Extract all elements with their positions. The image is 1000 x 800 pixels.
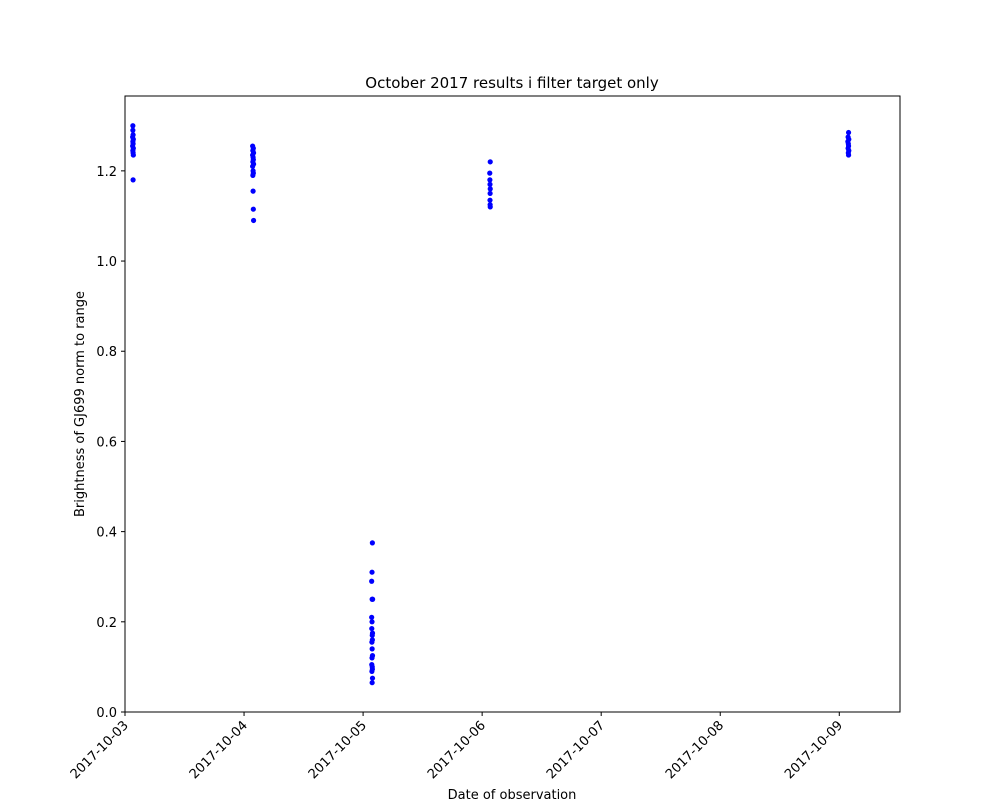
y-tick-label: 1.0: [96, 255, 117, 270]
y-axis-label: Brightness of GJ699 norm to range: [73, 291, 88, 517]
x-axis-label: Date of observation: [448, 788, 577, 800]
data-point: [487, 197, 493, 203]
data-point: [487, 204, 493, 210]
x-tick-label: 2017-10-08: [663, 718, 727, 782]
x-tick-label: 2017-10-04: [187, 718, 251, 782]
data-point: [487, 186, 493, 192]
y-tick-label: 0.6: [96, 435, 117, 450]
x-tick-label: 2017-10-03: [68, 718, 132, 782]
data-point: [369, 668, 375, 675]
data-point: [369, 639, 375, 645]
x-tick-label: 2017-10-06: [425, 718, 489, 782]
data-point: [369, 619, 375, 625]
y-tick-label: 0.8: [96, 345, 117, 360]
data-point: [369, 675, 376, 681]
x-tick-label: 2017-10-09: [782, 718, 846, 782]
y-tick-label: 0.4: [96, 526, 117, 541]
data-point: [130, 177, 136, 183]
data-point: [369, 540, 375, 546]
data-point: [369, 596, 375, 602]
data-point: [369, 632, 375, 638]
data-point: [487, 170, 493, 176]
data-point: [487, 177, 493, 183]
data-point: [845, 152, 852, 158]
x-tick-label: 2017-10-05: [306, 718, 370, 782]
y-tick-label: 0.0: [96, 706, 117, 721]
data-point: [250, 172, 256, 178]
data-point: [250, 188, 256, 194]
data-point: [130, 123, 136, 129]
data-point: [369, 569, 375, 575]
data-point: [487, 181, 493, 187]
data-point: [369, 680, 375, 686]
data-point: [487, 190, 493, 197]
data-point: [369, 578, 375, 584]
y-tick-label: 0.2: [96, 616, 117, 631]
data-point: [369, 614, 375, 620]
data-point: [130, 152, 136, 158]
data-point: [369, 646, 375, 652]
chart-title: October 2017 results i filter target onl…: [365, 74, 659, 92]
x-tick-label: 2017-10-07: [544, 718, 608, 782]
data-point: [250, 163, 256, 169]
data-point: [845, 129, 852, 136]
data-point: [369, 655, 375, 661]
data-point: [369, 625, 375, 632]
plot-frame: [124, 95, 901, 713]
data-point: [130, 127, 136, 133]
data-point: [250, 217, 257, 224]
y-tick-label: 1.2: [96, 165, 117, 180]
data-point: [487, 159, 493, 165]
data-point: [250, 206, 256, 212]
